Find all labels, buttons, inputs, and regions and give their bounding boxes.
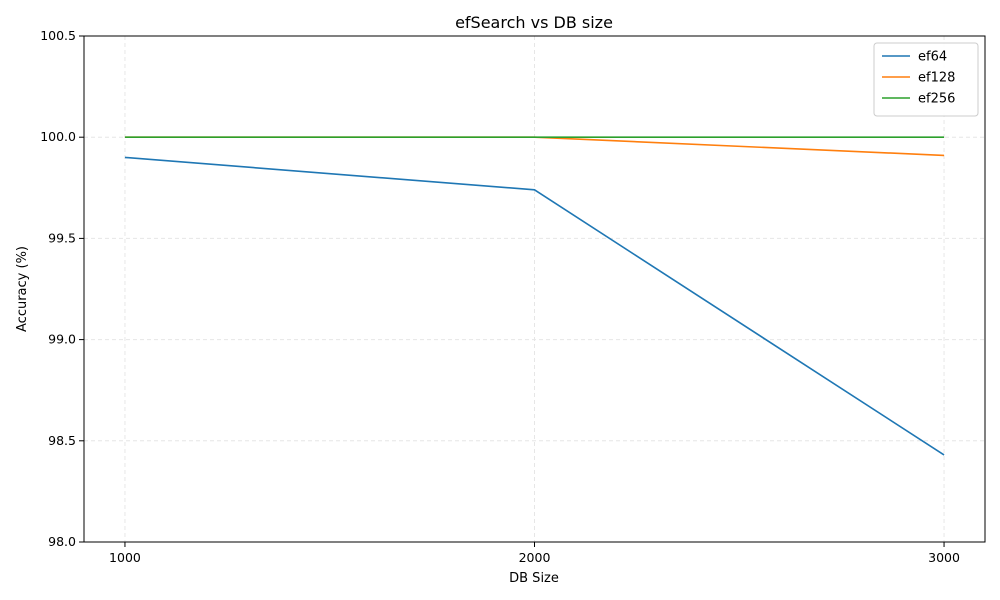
y-tick-label-0: 98.0 [48,534,76,549]
legend-label-ef64: ef64 [918,50,947,65]
legend: ef64 ef128 ef256 [873,42,979,117]
y-tick-label-4: 100.0 [40,129,76,144]
x-axis-label: DB Size [509,571,559,586]
series-lines [124,136,945,456]
legend-label-ef128: ef128 [918,71,955,86]
y-tick-label-2: 99.0 [48,332,76,347]
x-axis-ticks: 1000 2000 3000 [109,542,960,565]
y-axis-label: Accuracy (%) [15,246,30,332]
series-line-ef128 [124,136,945,157]
x-tick-label-2: 3000 [928,550,960,565]
series-line-ef64 [124,156,945,456]
x-tick-label-1: 2000 [519,550,551,565]
grid-lines [84,35,985,543]
chart-title: efSearch vs DB size [455,13,613,32]
y-tick-label-3: 99.5 [48,230,76,245]
x-tick-label-0: 1000 [109,550,141,565]
y-axis-ticks: 98.0 98.5 99.0 99.5 100.0 100.5 [40,28,84,549]
y-tick-label-5: 100.5 [40,28,76,43]
legend-label-ef256: ef256 [918,92,955,107]
y-tick-label-1: 98.5 [48,433,76,448]
